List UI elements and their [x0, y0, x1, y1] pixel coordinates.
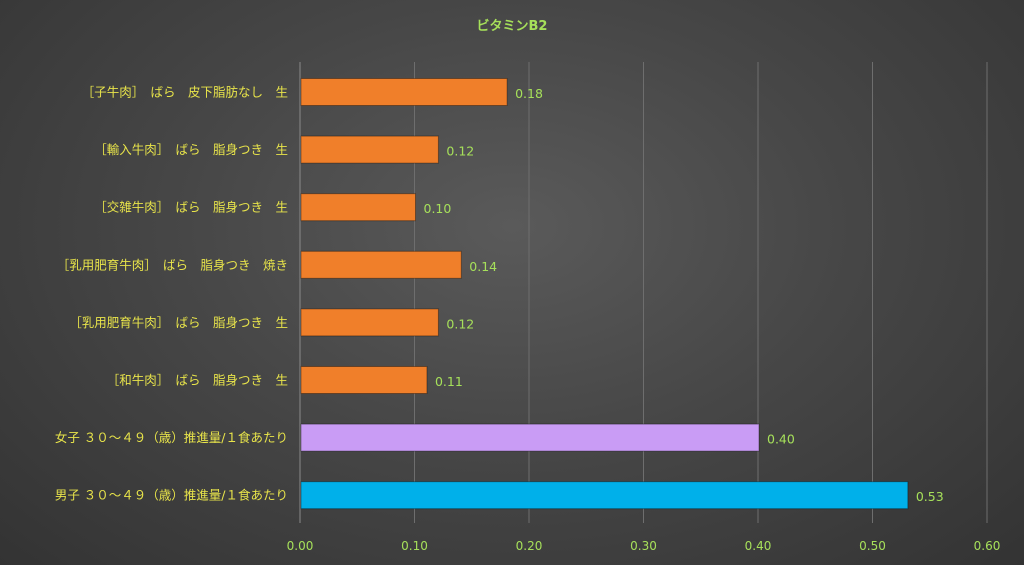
bar: [300, 308, 439, 337]
data-label: 0.14: [469, 259, 497, 274]
bars: [300, 78, 909, 510]
data-label: 0.11: [435, 374, 463, 389]
category-label: 男子 ３０～４９（歳）推進量/１食あたり: [55, 488, 288, 503]
category-label: ［子牛肉］ ばら 皮下脂肪なし 生: [82, 85, 288, 100]
data-label: 0.53: [916, 489, 944, 504]
bar: [300, 481, 909, 510]
x-tick-label: 0.30: [630, 539, 657, 553]
category-label: ［和牛肉］ ばら 脂身つき 生: [107, 373, 288, 388]
bar: [300, 250, 462, 279]
grid-lines: [414, 62, 988, 523]
category-label: 女子 ３０～４９（歳）推進量/１食あたり: [55, 430, 288, 445]
bar: [300, 78, 508, 106]
bar: [300, 366, 428, 394]
category-label: ［輸入牛肉］ ばら 脂身つき 生: [94, 142, 288, 157]
chart-title: ビタミンB2: [477, 18, 548, 34]
category-label: ［乳用肥育牛肉］ ばら 脂身つき 生: [69, 315, 288, 330]
data-label: 0.10: [424, 201, 452, 216]
data-label: 0.40: [767, 432, 795, 447]
category-label: ［乳用肥育牛肉］ ばら 脂身つき 焼き: [57, 257, 288, 272]
category-label: ［交雑牛肉］ ばら 脂身つき 生: [94, 200, 288, 215]
data-labels: 0.18 0.12 0.10 0.14 0.12 0.11 0.40 0.53: [424, 86, 944, 504]
data-label: 0.12: [446, 316, 474, 331]
bar: [300, 135, 439, 164]
x-tick-label: 0.50: [859, 539, 886, 553]
x-axis-tick-labels: 0.00 0.10 0.20 0.30 0.40 0.50 0.60: [287, 539, 1001, 553]
x-tick-label: 0.00: [287, 539, 314, 553]
x-tick-label: 0.10: [401, 539, 428, 553]
data-label: 0.18: [515, 86, 543, 101]
x-tick-label: 0.40: [745, 539, 772, 553]
bar: [300, 423, 760, 452]
x-tick-label: 0.20: [516, 539, 543, 553]
category-labels: ［子牛肉］ ばら 皮下脂肪なし 生 ［輸入牛肉］ ばら 脂身つき 生 ［交雑牛肉］ …: [55, 85, 288, 503]
data-label: 0.12: [446, 144, 474, 159]
bar: [300, 193, 416, 222]
x-tick-label: 0.60: [974, 539, 1001, 553]
